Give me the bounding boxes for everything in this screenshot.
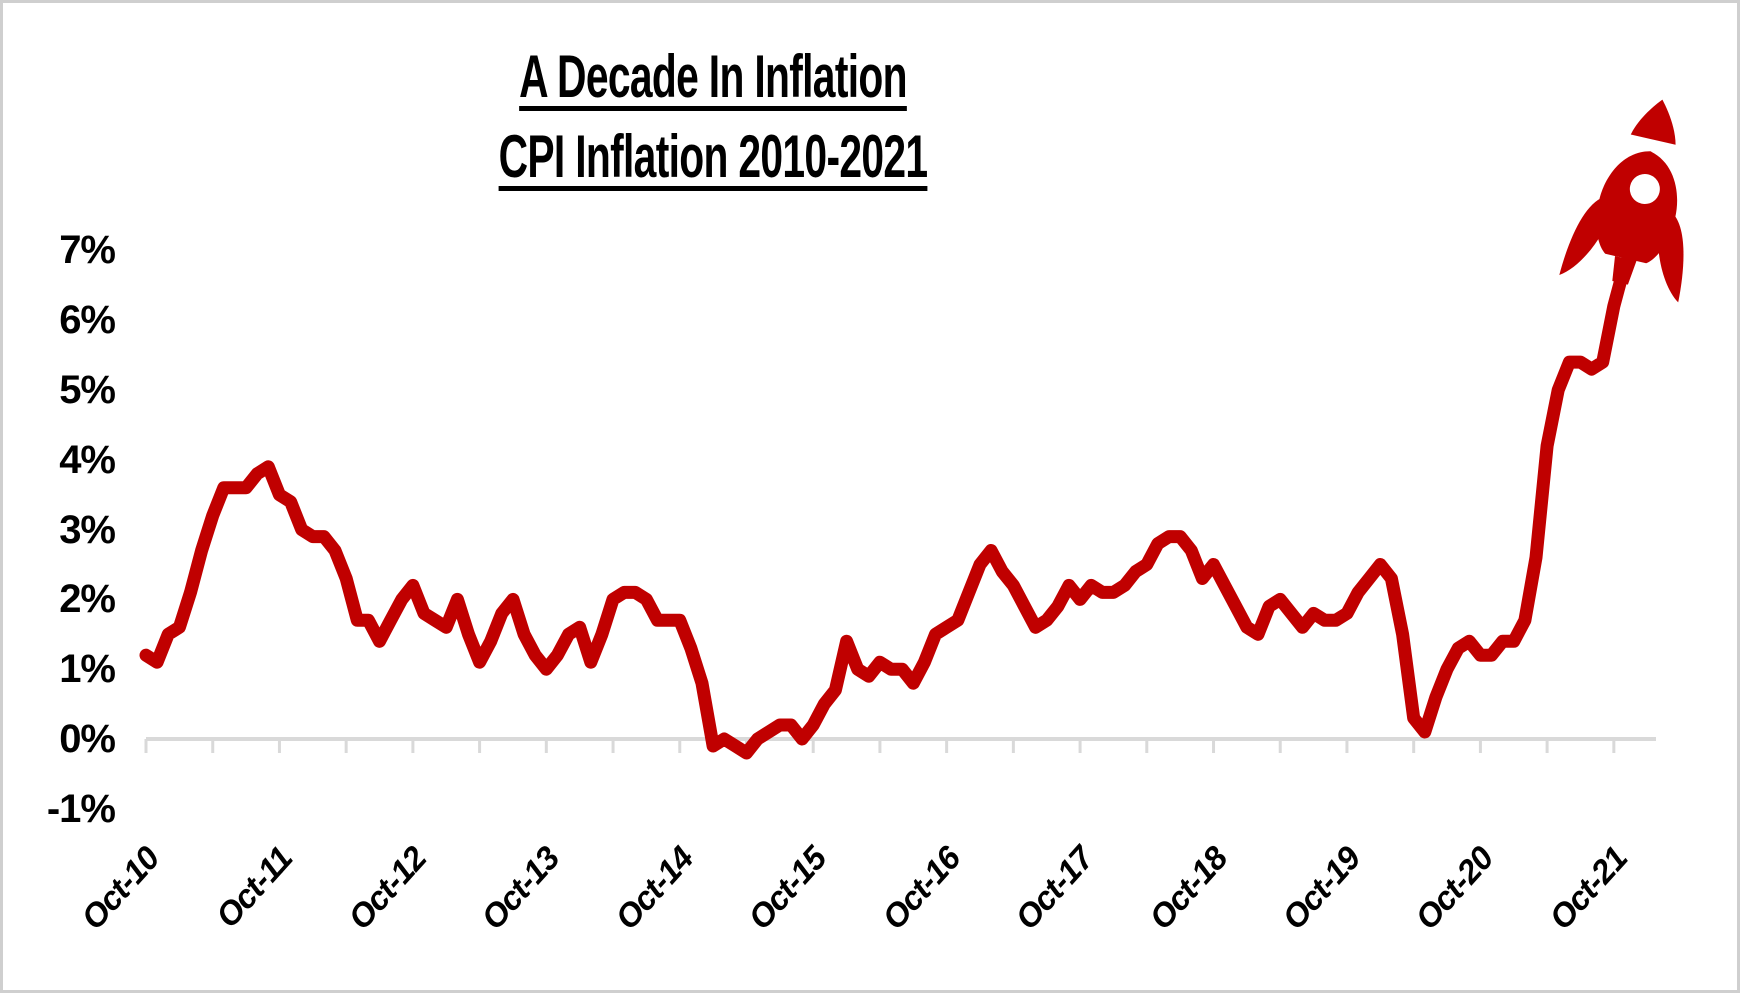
rocket-body	[1596, 151, 1678, 264]
chart-title-block: A Decade In Inflation CPI Inflation 2010…	[230, 37, 1196, 197]
y-tick-label: 5%	[59, 368, 116, 412]
y-tick-label: 1%	[59, 647, 116, 692]
rocket-nose	[1630, 99, 1676, 145]
cpi-inflation-line	[139, 243, 1643, 760]
y-tick-label: 4%	[59, 437, 116, 482]
x-axis	[144, 737, 1656, 753]
chart-title: A Decade In Inflation	[519, 43, 907, 110]
y-tick-label: 0%	[59, 717, 116, 761]
y-tick-label: -1%	[46, 786, 116, 831]
cpi-line-chart-canvas	[139, 99, 1684, 760]
rocket-icon	[1559, 99, 1684, 303]
y-tick-label: 6%	[59, 298, 116, 343]
y-tick-label: 2%	[59, 577, 116, 622]
rocket-window	[1629, 174, 1660, 205]
y-tick-label: 3%	[59, 507, 116, 552]
rocket-nozzle	[1612, 256, 1637, 285]
y-tick-label: 7%	[59, 228, 116, 273]
chart-subtitle: CPI Inflation 2010-2021	[498, 123, 928, 190]
rocket-left-fin	[1559, 197, 1604, 275]
